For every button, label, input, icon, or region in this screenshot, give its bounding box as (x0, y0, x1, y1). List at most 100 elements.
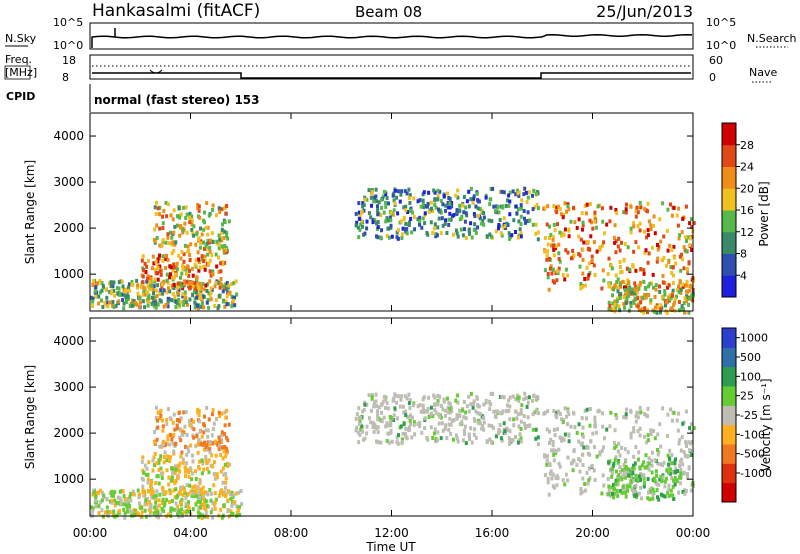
radar-cell (484, 195, 488, 200)
radar-cell (225, 294, 229, 299)
radar-cell (596, 409, 600, 414)
radar-cell (182, 279, 186, 284)
radar-cell (592, 263, 596, 268)
radar-cell (557, 447, 561, 452)
radar-cell (508, 212, 512, 217)
radar-cell (386, 218, 390, 223)
radar-cell (522, 192, 526, 197)
radar-cell (380, 419, 384, 424)
radar-cell (548, 441, 551, 445)
radar-cell (169, 213, 173, 218)
radar-cell (431, 414, 435, 418)
radar-cell (659, 444, 663, 449)
radar-cell (548, 429, 551, 434)
radar-cell (184, 474, 187, 479)
radar-cell (602, 445, 606, 450)
colorbar-tick-label: 1000 (740, 332, 768, 345)
radar-cell (178, 435, 182, 440)
radar-cell (497, 431, 500, 436)
radar-cell (173, 471, 177, 476)
radar-cell (601, 219, 605, 224)
radar-cell (185, 461, 189, 466)
radar-cell (175, 267, 179, 272)
radar-cell (403, 189, 407, 194)
radar-cell (554, 244, 558, 249)
radar-cell (581, 432, 584, 437)
radar-cell (661, 493, 665, 498)
radar-cell (432, 188, 436, 193)
radar-cell (354, 223, 358, 228)
radar-cell (452, 437, 455, 442)
radar-cell (218, 414, 222, 419)
radar-cell (143, 508, 147, 513)
radar-cell (585, 202, 589, 207)
radar-cell (519, 203, 523, 208)
radar-cell (143, 261, 147, 266)
radar-cell (203, 490, 207, 495)
radar-cell (409, 209, 412, 213)
radar-cell (518, 432, 522, 437)
radar-cell (690, 422, 693, 427)
colorbar-tick-label: 4 (740, 269, 747, 282)
radar-cell (633, 493, 637, 498)
radar-cell (221, 284, 225, 289)
xtick-label: 00:00 (676, 526, 711, 540)
radar-cell (406, 210, 410, 214)
radar-cell (589, 439, 593, 444)
radar-cell (237, 508, 240, 513)
radar-cell (183, 424, 187, 429)
radar-cell (115, 286, 119, 290)
radar-cell (436, 430, 440, 435)
radar-cell (612, 285, 616, 289)
radar-cell (376, 212, 380, 217)
radar-cell (543, 236, 547, 240)
radar-cell (174, 501, 178, 506)
radar-cell (561, 478, 565, 483)
radar-cell (636, 304, 640, 309)
radar-cell (113, 503, 117, 508)
radar-cell (450, 406, 454, 410)
radar-cell (658, 477, 662, 482)
radar-cell (127, 285, 131, 290)
radar-cell (100, 281, 104, 285)
radar-cell (226, 236, 230, 241)
radar-cell (384, 397, 388, 402)
radar-cell (688, 426, 692, 431)
radar-cell (465, 199, 469, 204)
radar-cell (416, 217, 420, 222)
radar-cell (146, 276, 150, 281)
radar-cell (675, 418, 679, 423)
radar-cell (179, 300, 183, 305)
radar-cell (205, 466, 209, 471)
radar-cell (563, 201, 567, 206)
radar-cell (215, 213, 218, 218)
radar-cell (158, 264, 162, 269)
radar-cell (592, 240, 596, 245)
radar-cell (357, 440, 361, 445)
radar-cell (210, 491, 214, 496)
radar-cell (647, 219, 651, 224)
radar-cell (185, 302, 189, 307)
radar-cell (536, 442, 540, 447)
radar-cell (687, 261, 691, 266)
radar-cell (572, 205, 575, 210)
radar-cell (474, 409, 478, 414)
radar-cell (643, 306, 647, 311)
radar-cell (125, 504, 129, 509)
radar-cell (128, 304, 132, 308)
radar-cell (515, 416, 519, 421)
radar-cell (607, 460, 611, 465)
radar-cell (583, 283, 587, 288)
radar-cell (413, 227, 417, 232)
radar-cell (166, 454, 170, 459)
radar-cell (207, 458, 211, 463)
radar-cell (201, 301, 204, 306)
radar-cell (629, 479, 633, 483)
radar-cell (168, 459, 172, 464)
radar-cell (153, 205, 157, 210)
radar-cell (672, 273, 675, 278)
radar-cell (426, 437, 430, 442)
radar-cell (181, 294, 185, 299)
radar-cell (152, 455, 156, 460)
radar-cell (360, 210, 363, 215)
